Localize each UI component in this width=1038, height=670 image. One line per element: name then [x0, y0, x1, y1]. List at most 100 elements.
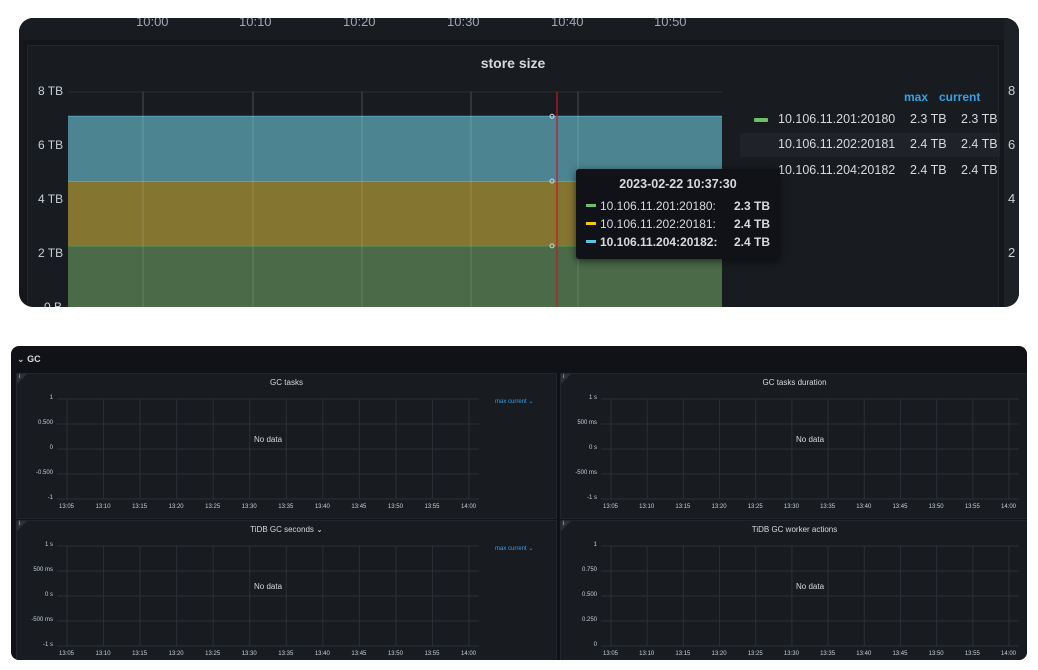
row-header-gc[interactable]: ⌄ GC [17, 354, 41, 365]
tooltip-swatch [586, 222, 596, 225]
store-size-panel[interactable]: store size 8 TB 6 TB 4 TB 2 TB 0 B max c… [27, 45, 1000, 307]
info-icon[interactable]: i [563, 521, 565, 527]
y-tick: 500 ms [33, 567, 53, 573]
time-tick: 10:10 [239, 18, 272, 29]
panel-corner [17, 521, 27, 531]
legend-header[interactable]: max current ⌄ [495, 546, 534, 552]
y-tick: 1 [49, 395, 53, 401]
tooltip-row: 10.106.11.201:20180: 2.3 TB [586, 197, 776, 215]
x-tick: 13:25 [205, 504, 221, 510]
tooltip-series-name: 10.106.11.202:20181: [600, 217, 716, 231]
legend-row-202[interactable]: 10.106.11.202:20181 2.4 TB 2.4 TB [740, 133, 1000, 157]
time-tick: 10:20 [343, 18, 376, 29]
x-tick: 13:05 [59, 504, 75, 510]
x-tick: 13:45 [892, 651, 908, 657]
tooltip-row: 10.106.11.204:20182: 2.4 TB [586, 233, 776, 251]
y-tick: 0 B [44, 300, 63, 307]
no-data-message: No data [254, 582, 283, 591]
legend-current-value: 2.4 TB [961, 163, 998, 177]
legend-max-header[interactable]: max [904, 90, 929, 104]
tooltip-swatch [586, 240, 596, 243]
y-tick: 500 ms [577, 420, 597, 426]
info-icon[interactable]: i [19, 521, 21, 527]
tooltip-row: 10.106.11.202:20181: 2.4 TB [586, 215, 776, 233]
x-tick: 13:30 [241, 651, 257, 657]
x-tick: 13:55 [964, 651, 980, 657]
panel-corner [17, 374, 27, 384]
legend-current-header[interactable]: current [939, 90, 981, 104]
x-tick: 13:50 [928, 504, 944, 510]
gc-panel-4[interactable]: i TiDB GC worker actions 1 0.750 0.500 0.250 0… [560, 520, 1027, 660]
panel-grid [57, 545, 479, 647]
x-tick: 13:15 [675, 504, 691, 510]
x-tick: 13:15 [132, 504, 148, 510]
hover-tooltip: 2023-02-22 10:37:30 10.106.11.201:20180:… [576, 169, 780, 259]
x-tick: 13:40 [856, 651, 872, 657]
store-size-zoom-card: 10:00 10:10 10:20 10:30 10:40 10:50 stor… [19, 18, 1019, 307]
x-tick: 13:55 [424, 651, 440, 657]
x-tick: 13:30 [783, 504, 799, 510]
y-tick: 2 TB [38, 246, 64, 260]
time-axis-strip: 10:00 10:10 10:20 10:30 10:40 10:50 [19, 18, 1019, 40]
x-tick: 13:05 [59, 651, 75, 657]
x-tick: 14:00 [461, 504, 477, 510]
panel-title[interactable]: store size [480, 55, 546, 71]
x-tick: 13:50 [928, 651, 944, 657]
y-tick: 6 TB [38, 138, 64, 152]
no-data-message: No data [254, 435, 283, 444]
x-tick: 13:45 [892, 504, 908, 510]
tooltip-swatch [586, 204, 596, 207]
gc-panel-1[interactable]: i GC tasks 1 0.500 0 -0.500 -1 13:05 13:10 13:15 1… [16, 373, 557, 519]
legend-row-204[interactable]: 10.106.11.204:20182 2.4 TB 2.4 TB [740, 159, 1000, 183]
x-tick: 13:50 [387, 504, 403, 510]
x-tick: 13:05 [603, 504, 619, 510]
x-tick: 13:05 [603, 651, 619, 657]
panel-title[interactable]: GC tasks duration [762, 378, 827, 387]
gc-panel-3[interactable]: i TiDB GC seconds ⌄ 1 s 500 ms 0 s -500 ms -1 … [16, 520, 557, 660]
gc-panel-2[interactable]: i GC tasks duration 1 s 500 ms 0 s -500 ms -1 … [560, 373, 1027, 519]
tooltip-time: 2023-02-22 10:37:30 [619, 177, 737, 191]
tooltip-value: 2.4 TB [734, 235, 771, 249]
panel-title[interactable]: TiDB GC worker actions [751, 525, 838, 534]
x-tick: 14:00 [1001, 504, 1017, 510]
time-tick: 10:50 [654, 18, 687, 29]
x-tick: 13:45 [351, 504, 367, 510]
hover-point-2 [549, 178, 555, 184]
hover-point-3 [549, 113, 555, 119]
y-tick: -1 [47, 495, 53, 501]
panel-grid [601, 398, 1019, 500]
time-tick: 10:00 [136, 18, 169, 29]
row-title: GC [27, 354, 41, 364]
x-tick: 14:00 [1001, 651, 1017, 657]
panel-corner [561, 521, 571, 531]
x-tick: 13:35 [820, 504, 836, 510]
x-tick: 13:40 [314, 651, 330, 657]
legend-current-value: 2.4 TB [961, 137, 998, 151]
info-icon[interactable]: i [19, 374, 21, 380]
gc-dashboard-row: ⌄ GC i GC tasks 1 0.500 0 -0.500 -1 13:05 13:10 1… [11, 346, 1027, 660]
no-data-message: No data [796, 582, 825, 591]
panel-grid [601, 545, 1019, 647]
stub-tick: 8 [1008, 83, 1016, 98]
legend-row-201[interactable]: 10.106.11.201:20180 2.3 TB 2.3 TB [740, 108, 1000, 132]
y-tick: 0.500 [37, 420, 53, 426]
panel-title[interactable]: TiDB GC seconds ⌄ [250, 525, 323, 534]
x-tick: 13:10 [95, 651, 111, 657]
adjacent-panel-stub: 8 6 4 2 [1004, 18, 1019, 307]
legend-max-value: 2.4 TB [910, 163, 947, 177]
legend-header[interactable]: max current ⌄ [495, 399, 534, 405]
time-tick: 10:40 [551, 18, 584, 29]
x-tick: 13:45 [351, 651, 367, 657]
x-tick: 13:30 [783, 651, 799, 657]
x-tick: 13:20 [711, 504, 727, 510]
x-tick: 13:35 [278, 651, 294, 657]
x-tick: 13:20 [168, 651, 184, 657]
legend-series-name: 10.106.11.202:20181 [778, 137, 896, 151]
legend-series-name: 10.106.11.201:20180 [778, 112, 896, 126]
info-icon[interactable]: i [563, 374, 565, 380]
x-tick: 13:25 [205, 651, 221, 657]
y-tick: -500 ms [31, 617, 53, 623]
x-tick: 13:40 [856, 504, 872, 510]
no-data-message: No data [796, 435, 825, 444]
panel-title[interactable]: GC tasks [270, 378, 303, 387]
